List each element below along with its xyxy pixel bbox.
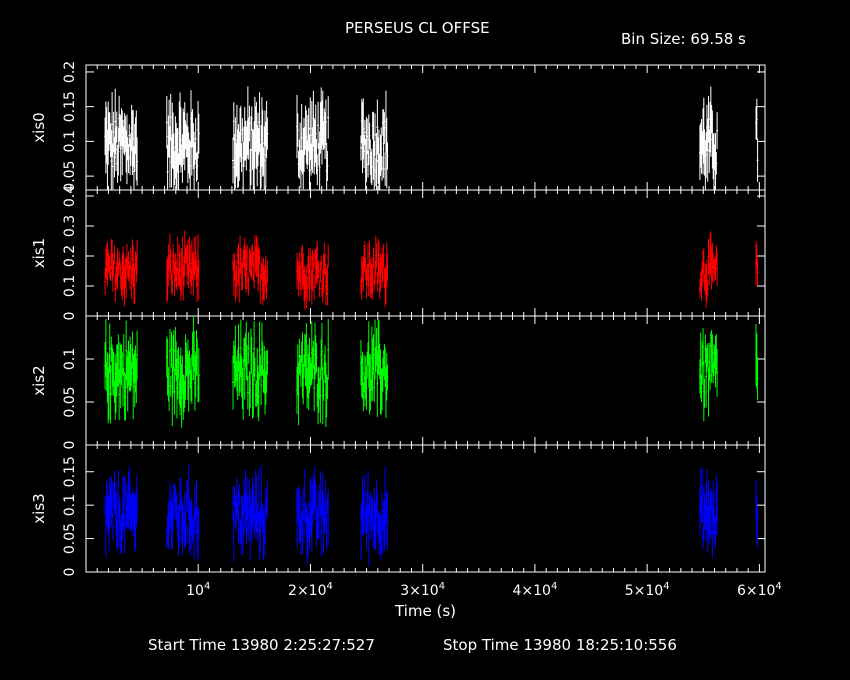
y-tick-label: 0.05 (62, 161, 78, 192)
x-tick-label: 2×104 (288, 581, 333, 599)
y-tick-label: 0.2 (62, 61, 78, 83)
y-tick-label: 0 (62, 441, 78, 450)
y-tick-label: 0.1 (62, 275, 78, 297)
y-tick-label: 0 (62, 568, 78, 577)
x-axis-label: Time (s) (394, 602, 456, 620)
x-tick-label: 104 (186, 581, 210, 599)
y-tick-label: 0.2 (62, 245, 78, 267)
bin-size-label: Bin Size: 69.58 s (621, 30, 746, 48)
x-tick-label: 4×104 (513, 581, 558, 599)
x-tick-label: 5×104 (625, 581, 670, 599)
y-axis-label-xis0: xis0 (30, 112, 48, 142)
stop-time-label: Stop Time 13980 18:25:10:556 (443, 636, 677, 654)
y-axis-label-xis1: xis1 (30, 238, 48, 268)
y-tick-label: 0 (62, 312, 78, 321)
y-tick-label: 0.3 (62, 215, 78, 237)
y-axis-label-xis3: xis3 (30, 493, 48, 523)
y-axis-label-xis2: xis2 (30, 365, 48, 395)
start-time-label: Start Time 13980 2:25:27:527 (148, 636, 375, 654)
y-tick-label: 0.1 (62, 348, 78, 370)
y-tick-label: 0.1 (62, 130, 78, 152)
y-tick-label: 0.4 (62, 185, 78, 207)
y-tick-label: 0.1 (62, 494, 78, 516)
y-tick-label: 0.05 (62, 523, 78, 554)
x-tick-label: 6×104 (737, 581, 782, 599)
y-tick-label: 0.05 (62, 386, 78, 417)
y-tick-label: 0.15 (62, 456, 78, 487)
panel-frame-xis3 (85, 444, 766, 573)
y-tick-label: 0.15 (62, 91, 78, 122)
chart-title: PERSEUS CL OFFSE (345, 19, 490, 37)
x-tick-label: 3×104 (400, 581, 445, 599)
